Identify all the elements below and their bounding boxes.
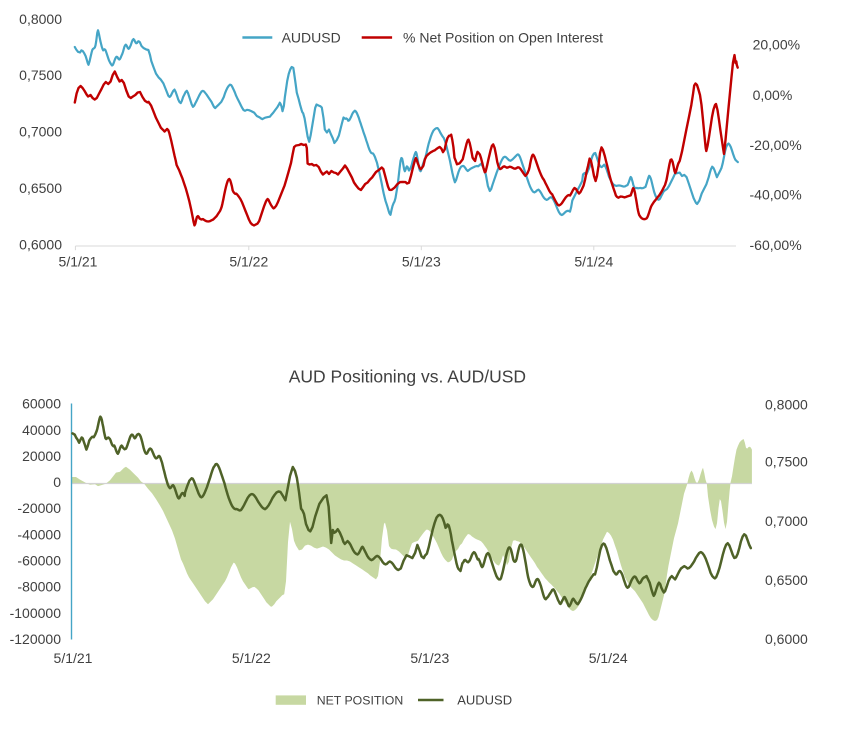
- svg-text:5/1/22: 5/1/22: [232, 650, 271, 666]
- svg-text:AUDUSD: AUDUSD: [457, 693, 512, 708]
- svg-text:NET POSITION: NET POSITION: [317, 694, 404, 708]
- svg-text:0,6500: 0,6500: [765, 572, 808, 588]
- svg-text:% Net Position on Open Interes: % Net Position on Open Interest: [403, 30, 603, 46]
- svg-text:0,6500: 0,6500: [19, 180, 62, 196]
- svg-text:-40000: -40000: [17, 526, 61, 542]
- svg-text:-20000: -20000: [17, 500, 61, 516]
- svg-text:20,00%: 20,00%: [753, 37, 800, 53]
- svg-text:AUDUSD: AUDUSD: [282, 30, 341, 46]
- svg-text:0,8000: 0,8000: [19, 11, 62, 27]
- svg-text:5/1/21: 5/1/21: [59, 254, 98, 270]
- svg-text:0,7000: 0,7000: [19, 124, 62, 140]
- svg-text:5/1/21: 5/1/21: [54, 650, 93, 666]
- svg-text:0,7500: 0,7500: [19, 67, 62, 83]
- svg-text:40000: 40000: [22, 422, 61, 438]
- svg-text:0,7500: 0,7500: [765, 454, 808, 470]
- svg-text:0,00%: 0,00%: [753, 87, 793, 103]
- svg-text:5/1/24: 5/1/24: [574, 254, 613, 270]
- svg-text:20000: 20000: [22, 448, 61, 464]
- svg-text:-120000: -120000: [10, 631, 62, 647]
- svg-text:60000: 60000: [22, 396, 61, 412]
- svg-text:-60000: -60000: [17, 553, 61, 569]
- svg-text:5/1/24: 5/1/24: [589, 650, 628, 666]
- svg-text:AUD Positioning vs. AUD/USD: AUD Positioning vs. AUD/USD: [289, 367, 526, 387]
- svg-text:-80000: -80000: [17, 579, 61, 595]
- svg-text:-100000: -100000: [10, 605, 62, 621]
- svg-text:0,6000: 0,6000: [765, 631, 808, 647]
- svg-text:0: 0: [53, 474, 61, 490]
- svg-text:0,8000: 0,8000: [765, 396, 808, 412]
- svg-text:0,7000: 0,7000: [765, 513, 808, 529]
- svg-text:5/1/23: 5/1/23: [402, 254, 441, 270]
- svg-text:-40,00%: -40,00%: [750, 186, 802, 202]
- svg-text:-60,00%: -60,00%: [750, 237, 802, 253]
- svg-text:5/1/22: 5/1/22: [229, 254, 268, 270]
- svg-text:-20,00%: -20,00%: [750, 137, 802, 153]
- svg-text:5/1/23: 5/1/23: [410, 650, 449, 666]
- svg-text:0,6000: 0,6000: [19, 237, 62, 253]
